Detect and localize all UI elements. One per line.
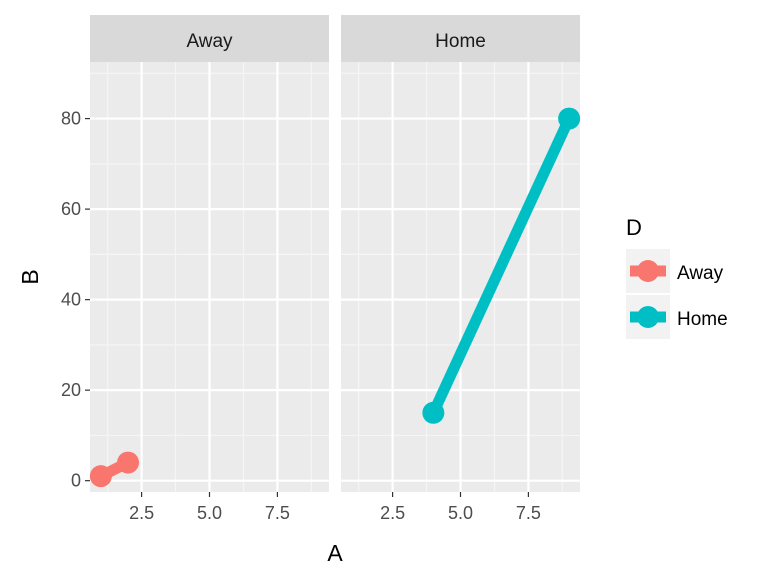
legend: D Away Home <box>626 215 728 339</box>
x-tick-label: 7.5 <box>516 503 541 523</box>
y-axis-title: B <box>17 269 43 284</box>
data-point-away <box>89 465 112 488</box>
x-tick-label: 5.0 <box>197 503 222 523</box>
strip-away-background <box>90 15 329 62</box>
data-point-home <box>422 401 445 424</box>
x-tick-label: 5.0 <box>448 503 473 523</box>
legend-label-home: Home <box>677 309 728 330</box>
y-tick-label: 20 <box>61 380 81 400</box>
y-tick-label: 0 <box>71 471 81 491</box>
y-tick-label: 80 <box>61 109 81 129</box>
x-tick-label: 7.5 <box>265 503 290 523</box>
legend-key-home <box>626 295 670 339</box>
strip-label-away: Away <box>186 31 233 52</box>
y-tick-label: 60 <box>61 199 81 219</box>
y-tick-label: 40 <box>61 290 81 310</box>
x-tick-label: 2.5 <box>129 503 154 523</box>
x-axis-title: A <box>327 540 343 566</box>
strip-label-home: Home <box>435 31 486 52</box>
legend-label-away: Away <box>677 263 724 284</box>
grid-layer <box>90 62 580 492</box>
legend-key-away-dot <box>637 260 659 282</box>
series-layer <box>89 107 581 488</box>
strip-home-background <box>341 15 580 62</box>
legend-key-home-dot <box>637 306 659 328</box>
series-line-home <box>428 116 575 416</box>
data-point-away <box>117 451 140 474</box>
axes-layer: 2.5 5.0 7.5 2.5 5.0 7.5 0 20 40 60 80 <box>61 109 541 523</box>
legend-title: D <box>626 215 642 240</box>
data-point-home <box>558 107 581 130</box>
x-tick-label: 2.5 <box>380 503 405 523</box>
legend-key-away <box>626 249 670 293</box>
